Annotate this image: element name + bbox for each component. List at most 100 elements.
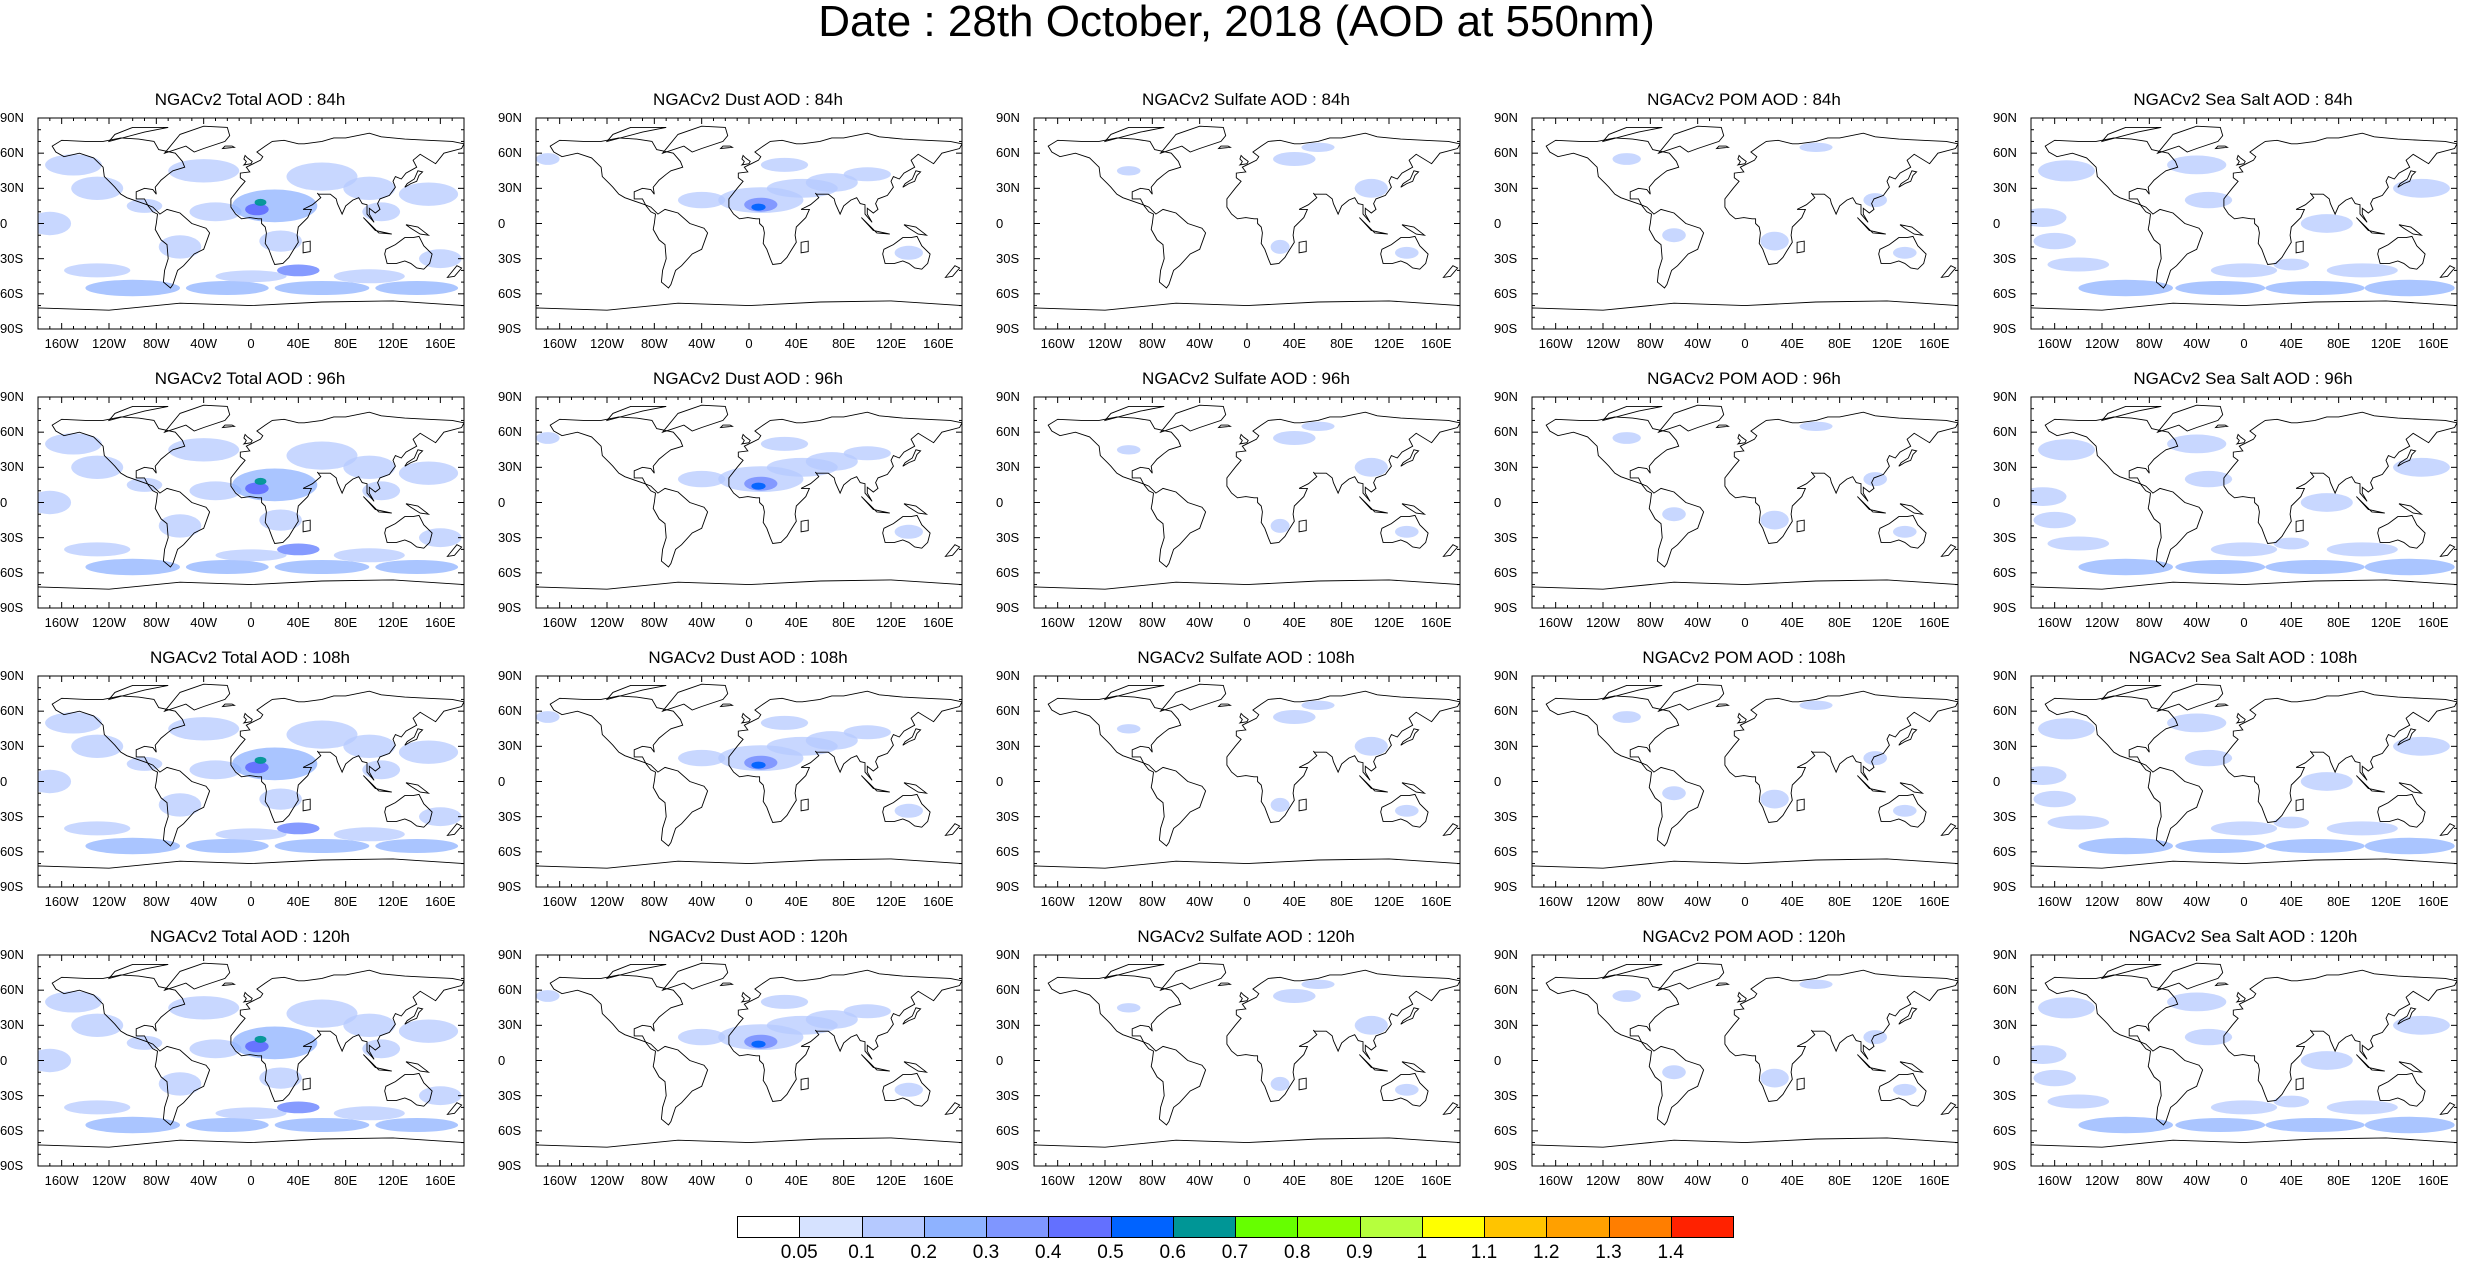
lat-tick-label: 0: [1993, 773, 2001, 789]
coastline: [2156, 962, 2224, 992]
coastline: [1159, 125, 1227, 155]
aod-map: [1033, 675, 1461, 888]
coastline: [1796, 798, 1805, 812]
map-frame: [1531, 117, 1959, 330]
lon-tick-label: 160W: [1040, 894, 1075, 909]
lat-tick-label: 90S: [996, 600, 1020, 615]
coastline: [51, 974, 211, 1126]
coastline: [107, 126, 169, 143]
coastline: [1601, 405, 1663, 422]
coastline: [1380, 793, 1429, 828]
lon-tick-label: 160E: [1919, 336, 1950, 351]
lon-tick-label: 0: [1741, 336, 1749, 351]
lat-tick-label: 0: [1494, 494, 1502, 510]
aod-contour: [2167, 434, 2227, 454]
lat-tick-label: 90N: [1993, 947, 2017, 962]
coastline: [446, 265, 463, 279]
map-panel: NGACv2 Sulfate AOD : 84h 90N 60N 30N 0 30S 60S…: [996, 90, 1496, 351]
coastline: [1401, 782, 1427, 794]
coastline: [51, 416, 211, 568]
coastline: [2439, 265, 2456, 279]
lon-tick-label: 160W: [44, 1173, 79, 1188]
aod-contour: [2031, 766, 2067, 785]
aod-contour: [362, 202, 401, 222]
coastline: [2214, 982, 2229, 987]
lat-tick-label: 60S: [0, 843, 24, 859]
aod-map: [2030, 117, 2458, 330]
aod-contour: [751, 1040, 766, 1048]
coastline: [728, 969, 962, 1102]
coastline: [536, 300, 962, 329]
coastline: [1103, 126, 1165, 143]
coastline: [163, 962, 231, 992]
colorbar-swatch: [1048, 1216, 1112, 1238]
lon-tick-label: 160W: [542, 336, 577, 351]
aod-contour: [2047, 257, 2110, 272]
aod-contour: [362, 481, 401, 501]
lon-tick-label: 120E: [1373, 615, 1405, 630]
aod-contour: [375, 281, 459, 295]
aod-contour: [2167, 155, 2227, 175]
coastline: [1034, 1137, 1460, 1166]
lon-tick-label: 0: [1741, 615, 1749, 630]
aod-contour: [2265, 1118, 2365, 1132]
lon-tick-label: 160E: [2418, 894, 2449, 909]
lon-tick-label: 80W: [640, 1173, 668, 1188]
aod-contour: [760, 436, 809, 451]
lat-tick-label: 30N: [996, 180, 1020, 196]
lon-tick-label: 160E: [923, 1173, 954, 1188]
coastline: [1159, 404, 1227, 434]
coastline: [1545, 695, 1705, 847]
lat-tick-label: 30S: [1494, 529, 1518, 545]
lat-tick-label: 60N: [498, 424, 522, 440]
lon-tick-label: 40E: [286, 615, 310, 630]
lon-tick-label: 120E: [875, 894, 907, 909]
aod-contour: [1612, 711, 1641, 723]
aod-contour: [158, 514, 202, 538]
coastline: [861, 496, 890, 514]
lat-tick-label: 60N: [1494, 982, 1518, 998]
coastline: [1878, 1072, 1927, 1107]
coastline: [1736, 154, 1747, 166]
aod-contour: [375, 1118, 459, 1132]
aod-contour: [168, 996, 240, 1020]
aod-contour: [1273, 710, 1316, 724]
lon-tick-label: 80E: [832, 336, 856, 351]
map-frame: [37, 675, 465, 888]
coastline: [2235, 991, 2246, 1003]
coastline: [2156, 125, 2224, 155]
aod-contour: [245, 761, 269, 774]
aod-contour: [678, 470, 726, 488]
lon-tick-label: 120W: [2085, 894, 2119, 909]
aod-contour: [2038, 439, 2095, 461]
coastline: [2031, 858, 2457, 887]
map-frame: [1033, 954, 1461, 1167]
lon-tick-label: 120W: [1586, 615, 1620, 630]
lat-tick-label: 60N: [498, 703, 522, 719]
lon-tick-label: 120E: [1871, 1173, 1903, 1188]
lat-tick-label: 60N: [498, 982, 522, 998]
lon-tick-label: 80W: [1636, 336, 1664, 351]
lat-tick-label: 60N: [1494, 703, 1518, 719]
lat-tick-label: 90S: [498, 321, 522, 336]
coastline: [38, 300, 464, 329]
lon-tick-label: 160W: [2037, 615, 2072, 630]
aod-contour: [158, 1072, 202, 1096]
lat-tick-label: 90N: [1993, 668, 2017, 683]
lon-tick-label: 40E: [2279, 615, 2303, 630]
coastline: [446, 1102, 463, 1116]
aod-contour: [678, 191, 726, 209]
coastline: [1796, 1077, 1805, 1091]
coastline: [1940, 265, 1957, 279]
aod-contour: [894, 524, 923, 539]
lon-tick-label: 80W: [142, 615, 170, 630]
coastline: [944, 1102, 961, 1116]
aod-map: [535, 954, 963, 1167]
coastline: [740, 991, 751, 1003]
aod-contour: [277, 543, 320, 556]
coastline: [1159, 683, 1227, 713]
lat-tick-label: 60N: [0, 703, 24, 719]
lon-tick-label: 0: [2240, 894, 2248, 909]
lat-tick-label: 30S: [498, 1087, 522, 1103]
lat-tick-label: 60S: [0, 285, 24, 301]
